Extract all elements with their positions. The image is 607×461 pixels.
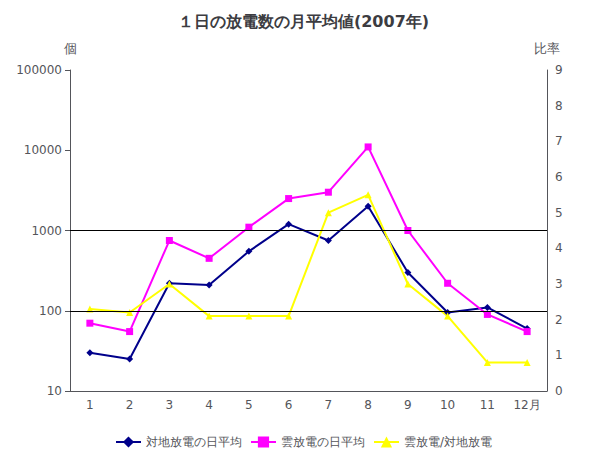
svg-text:9: 9 [555,63,563,77]
svg-text:比率: 比率 [534,41,560,56]
svg-text:1: 1 [86,398,94,412]
svg-text:雲放電の日平均: 雲放電の日平均 [281,435,365,449]
svg-text:10000: 10000 [24,143,62,157]
svg-text:6: 6 [285,398,293,412]
svg-text:１日の放電数の月平均値(2007年): １日の放電数の月平均値(2007年) [178,12,429,31]
svg-text:8: 8 [555,99,563,113]
svg-text:100: 100 [39,304,62,318]
svg-text:個: 個 [64,41,77,56]
svg-text:0: 0 [555,384,563,398]
svg-text:3: 3 [166,398,174,412]
svg-text:100000: 100000 [16,63,62,77]
svg-text:12月: 12月 [513,398,540,412]
svg-text:雲放電/対地放電: 雲放電/対地放電 [404,435,492,449]
svg-text:1: 1 [555,348,563,362]
svg-text:10: 10 [440,398,455,412]
svg-text:4: 4 [205,398,213,412]
svg-text:7: 7 [325,398,333,412]
svg-text:7: 7 [555,134,563,148]
svg-text:6: 6 [555,170,563,184]
svg-text:2: 2 [126,398,134,412]
svg-text:5: 5 [245,398,253,412]
svg-text:対地放電の日平均: 対地放電の日平均 [146,435,242,449]
svg-text:5: 5 [555,206,563,220]
svg-text:2: 2 [555,313,563,327]
svg-text:1000: 1000 [31,224,62,238]
svg-text:8: 8 [364,398,372,412]
svg-text:10: 10 [47,384,62,398]
svg-text:9: 9 [404,398,412,412]
svg-text:11: 11 [480,398,495,412]
svg-text:4: 4 [555,241,563,255]
svg-text:3: 3 [555,277,563,291]
